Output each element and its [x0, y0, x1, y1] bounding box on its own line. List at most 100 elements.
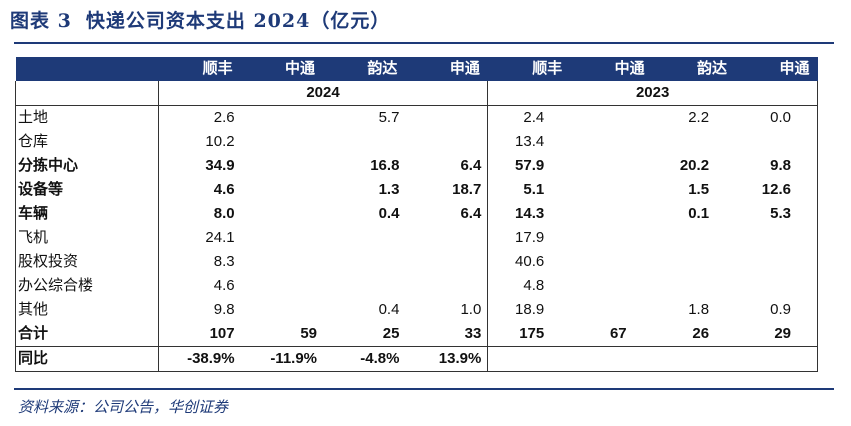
- table-cell: [570, 106, 652, 131]
- table-row-yoy: 同比 -38.9% -11.9% -4.8% 13.9%: [15, 346, 818, 372]
- table-cell: [653, 274, 735, 298]
- table-cell: [241, 178, 323, 202]
- table-cell: [570, 250, 652, 274]
- table-cell: [241, 250, 323, 274]
- source-note: 资料来源：公司公告，华创证券: [18, 398, 229, 416]
- table-cell: 25: [323, 322, 406, 347]
- table-cell: 1.8: [688, 301, 710, 318]
- header-corner: [15, 57, 159, 81]
- table-row: 土地 2.6 5.7 2.4 2.2 0.0: [15, 105, 819, 131]
- table-cell: 5.3: [735, 202, 819, 226]
- table-cell: 5.1: [523, 181, 545, 198]
- table-cell: 14.3: [515, 205, 545, 222]
- table-cell: 40.6: [515, 253, 545, 270]
- table-cell: 1.3: [378, 181, 400, 198]
- table-cell: 107: [158, 322, 241, 347]
- table-cell: [241, 130, 323, 154]
- row-label: 同比: [15, 346, 159, 372]
- table-row: 仓库 10.2 13.4: [15, 130, 819, 154]
- table-cell: 0.9: [735, 298, 819, 322]
- capex-table: 顺丰 中通 韵达 申通 顺丰 中通 韵达 申通 2024 2023 土地 2.6 5…: [15, 57, 819, 372]
- table-cell: [653, 130, 735, 154]
- table-cell: [323, 226, 405, 250]
- table-cell: -4.8%: [323, 346, 406, 372]
- table-cell: [735, 130, 819, 154]
- row-label: 分拣中心: [15, 154, 159, 178]
- title-rule: [14, 42, 834, 44]
- row-label: 飞机: [15, 226, 159, 250]
- table-cell: 1.5: [688, 181, 710, 198]
- year-2024: 2024: [157, 81, 489, 106]
- table-cell: [241, 202, 323, 226]
- table-cell: 34.9: [205, 157, 235, 174]
- header-company: 中通: [570, 57, 653, 81]
- header-company: 中通: [240, 57, 324, 81]
- table-cell: [323, 130, 405, 154]
- table-cell: 12.6: [735, 178, 819, 202]
- table-cell: 59: [240, 322, 324, 347]
- table-cell: [735, 250, 819, 274]
- table-cell: [735, 274, 819, 298]
- table-cell: 10.2: [205, 133, 235, 150]
- header-company: 申通: [735, 57, 818, 81]
- table-cell: 13.9%: [405, 346, 489, 372]
- table-cell: 2.4: [523, 109, 545, 126]
- table-row: 分拣中心 34.9 16.8 6.4 57.9 20.2 9.8: [15, 154, 819, 178]
- table-row: 股权投资 8.3 40.6: [15, 250, 819, 274]
- table-cell: 4.8: [523, 277, 545, 294]
- row-label: 其他: [15, 298, 159, 322]
- table-cell: 13.4: [515, 133, 545, 150]
- table-cell: [570, 202, 652, 226]
- table-cell: [570, 130, 652, 154]
- table-row: 设备等 4.6 1.3 18.7 5.1 1.5 12.6: [15, 178, 819, 202]
- table-cell: 26: [652, 322, 736, 347]
- table-cell: [323, 250, 405, 274]
- header-company: 申通: [405, 57, 488, 81]
- table-cell-empty: [487, 346, 818, 372]
- table-cell: [735, 226, 819, 250]
- table-cell: [323, 274, 405, 298]
- table-cell: 0.0: [735, 105, 819, 130]
- table-cell: [570, 274, 652, 298]
- table-cell: -11.9%: [240, 346, 324, 372]
- table-cell: 24.1: [205, 229, 235, 246]
- table-cell: 18.7: [405, 178, 489, 202]
- table-cell: [241, 106, 323, 131]
- table-cell: [241, 154, 323, 178]
- table-row: 车辆 8.0 0.4 6.4 14.3 0.1 5.3: [15, 202, 819, 226]
- header-company: 顺丰: [158, 57, 241, 81]
- table-cell: -38.9%: [158, 346, 241, 372]
- table-cell: 9.8: [735, 154, 819, 178]
- table-cell: 2.6: [213, 109, 235, 126]
- table-row: 合计 107 59 25 33 175 67 26 29: [15, 322, 819, 347]
- table-cell: 0.4: [378, 205, 400, 222]
- row-label: 仓库: [15, 130, 159, 154]
- table-cell: 6.4: [405, 154, 489, 178]
- row-label: 车辆: [15, 202, 159, 226]
- header-company: 韵达: [652, 57, 736, 81]
- footer-rule: [14, 388, 834, 390]
- table-cell: 20.2: [679, 157, 710, 174]
- table-cell: 16.8: [370, 157, 400, 174]
- year-header-row: 2024 2023: [15, 81, 818, 106]
- header-company: 顺丰: [487, 57, 571, 81]
- table-cell: [241, 226, 323, 250]
- row-label: 设备等: [15, 178, 159, 202]
- table-cell: [405, 274, 489, 298]
- table-cell: 2.2: [688, 109, 710, 126]
- table-cell: [570, 298, 652, 322]
- header-company: 韵达: [323, 57, 406, 81]
- year-2023: 2023: [487, 81, 818, 106]
- table-cell: [405, 250, 489, 274]
- table-cell: 5.7: [378, 109, 400, 126]
- table-cell: [570, 226, 652, 250]
- table-cell: [570, 178, 652, 202]
- table-cell: [570, 154, 652, 178]
- table-row: 飞机 24.1 17.9: [15, 226, 819, 250]
- table-cell: 8.3: [213, 253, 235, 270]
- table-cell: 0.4: [378, 301, 400, 318]
- figure-number: 图表 3: [10, 10, 72, 32]
- table-cell: 57.9: [515, 157, 545, 174]
- table-cell: [405, 105, 489, 130]
- table-cell: [405, 226, 489, 250]
